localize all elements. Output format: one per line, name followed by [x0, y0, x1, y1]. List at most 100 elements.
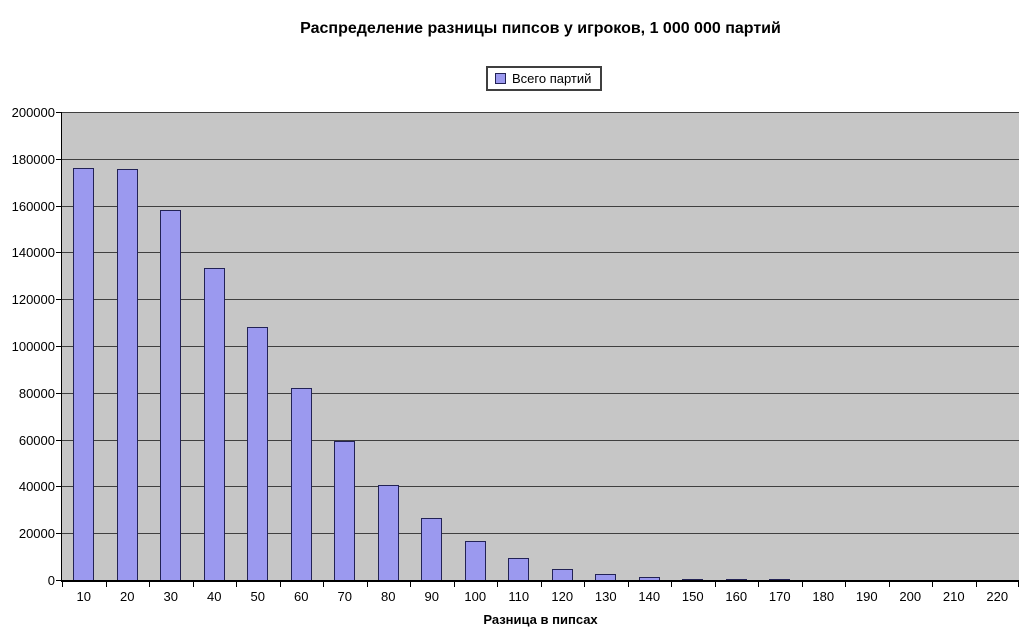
x-tick-mark	[193, 582, 194, 587]
x-tick-mark	[845, 582, 846, 587]
gridline	[62, 252, 1019, 253]
y-tick-label: 20000	[18, 526, 55, 541]
x-tick-label: 70	[337, 589, 352, 604]
gridline	[62, 486, 1019, 487]
x-tick-label: 20	[120, 589, 135, 604]
x-tick-mark	[62, 582, 63, 587]
y-tick-label: 180000	[11, 152, 55, 167]
x-tick-label: 120	[551, 589, 574, 604]
x-tick-mark	[323, 582, 324, 587]
x-tick-label: 30	[163, 589, 178, 604]
x-tick-label: 180	[812, 589, 835, 604]
y-tick-mark	[56, 580, 61, 581]
x-tick-label: 200	[899, 589, 922, 604]
gridline	[62, 112, 1019, 113]
x-tick-mark	[541, 582, 542, 587]
x-tick-label: 10	[76, 589, 91, 604]
x-tick-mark	[149, 582, 150, 587]
x-tick-label: 130	[594, 589, 617, 604]
bar	[552, 569, 573, 580]
x-tick-label: 80	[381, 589, 396, 604]
x-tick-label: 110	[508, 589, 530, 604]
y-tick-label: 80000	[18, 386, 55, 401]
bar	[682, 579, 703, 580]
x-tick-label: 190	[855, 589, 878, 604]
chart-title: Распределение разницы пипсов у игроков, …	[300, 20, 781, 37]
y-tick-mark	[56, 440, 61, 441]
y-tick-label: 140000	[11, 245, 55, 260]
legend-swatch-icon	[495, 73, 506, 84]
y-tick-label: 120000	[11, 292, 55, 307]
gridline	[62, 440, 1019, 441]
x-tick-mark	[715, 582, 716, 587]
gridline	[62, 159, 1019, 160]
bar	[639, 577, 660, 580]
x-tick-mark	[932, 582, 933, 587]
x-tick-mark	[106, 582, 107, 587]
x-tick-mark	[497, 582, 498, 587]
bar	[769, 579, 790, 580]
x-tick-mark	[280, 582, 281, 587]
x-tick-label: 100	[464, 589, 487, 604]
gridline	[62, 533, 1019, 534]
x-tick-label: 220	[986, 589, 1009, 604]
x-tick-label: 170	[768, 589, 791, 604]
y-tick-mark	[56, 393, 61, 394]
y-tick-label: 200000	[11, 105, 55, 120]
x-tick-label: 150	[681, 589, 704, 604]
bar	[73, 168, 94, 580]
y-tick-mark	[56, 252, 61, 253]
y-tick-label: 100000	[11, 339, 55, 354]
x-tick-mark	[584, 582, 585, 587]
y-tick-mark	[56, 112, 61, 113]
gridline	[62, 346, 1019, 347]
x-tick-mark	[410, 582, 411, 587]
x-tick-mark	[628, 582, 629, 587]
gridline	[62, 299, 1019, 300]
plot-area	[61, 112, 1019, 582]
legend-label: Всего партий	[512, 71, 592, 86]
y-tick-mark	[56, 299, 61, 300]
x-tick-mark	[758, 582, 759, 587]
bar	[247, 327, 268, 580]
legend: Всего партий	[486, 66, 603, 91]
y-tick-label: 160000	[11, 199, 55, 214]
gridline	[62, 393, 1019, 394]
y-tick-label: 40000	[18, 479, 55, 494]
y-tick-mark	[56, 486, 61, 487]
x-tick-mark	[802, 582, 803, 587]
y-tick-mark	[56, 206, 61, 207]
bar	[595, 574, 616, 580]
y-tick-mark	[56, 533, 61, 534]
bar	[421, 518, 442, 580]
bar	[334, 441, 355, 580]
x-tick-mark	[889, 582, 890, 587]
gridline	[62, 206, 1019, 207]
bar	[726, 579, 747, 580]
x-tick-label: 90	[424, 589, 439, 604]
x-tick-label: 210	[942, 589, 965, 604]
bar	[117, 169, 138, 580]
bar	[204, 268, 225, 580]
y-tick-label: 60000	[18, 433, 55, 448]
x-tick-label: 160	[725, 589, 748, 604]
x-axis-title: Разница в пипсах	[483, 612, 598, 627]
bar	[508, 558, 529, 580]
x-tick-label: 40	[207, 589, 222, 604]
x-tick-label: 50	[250, 589, 265, 604]
y-tick-mark	[56, 159, 61, 160]
x-tick-label: 60	[294, 589, 309, 604]
bar	[378, 485, 399, 580]
x-tick-mark	[236, 582, 237, 587]
x-tick-mark	[671, 582, 672, 587]
x-tick-mark	[454, 582, 455, 587]
bar	[291, 388, 312, 580]
bar	[465, 541, 486, 580]
y-tick-mark	[56, 346, 61, 347]
x-tick-mark	[1018, 582, 1019, 587]
y-tick-label: 0	[47, 573, 55, 588]
bar	[160, 210, 181, 580]
x-tick-label: 140	[638, 589, 661, 604]
x-tick-mark	[976, 582, 977, 587]
